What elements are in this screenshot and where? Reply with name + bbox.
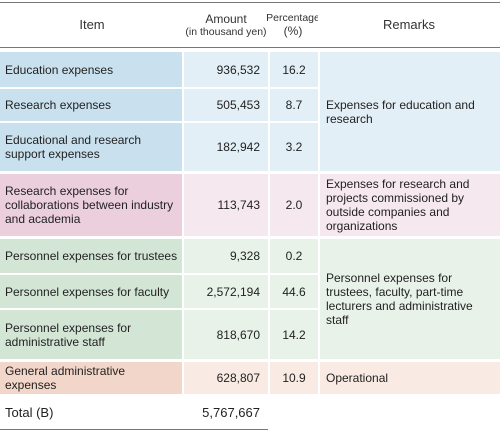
total-amount: 5,767,667 xyxy=(184,396,268,429)
table-row-percentage: 3.2 xyxy=(270,123,318,171)
table-row-percentage: 0.2 xyxy=(270,239,318,273)
header-remarks: Remarks xyxy=(318,3,500,47)
header-amount: Amount (in thousand yen) xyxy=(184,3,268,47)
table-row-item: Research expenses xyxy=(0,89,182,121)
table-row-amount: 2,572,194 xyxy=(184,275,268,308)
table-row-amount: 113,743 xyxy=(184,174,268,236)
table-row-item: Research expenses for collaborations bet… xyxy=(0,174,182,236)
table-row-item: Personnel expenses for faculty xyxy=(0,275,182,308)
header-bottom-border xyxy=(0,47,500,48)
table-row-item: Educational and research support expense… xyxy=(0,123,182,171)
header-percentage-unit: (%) xyxy=(283,24,303,38)
total-label: Total (B) xyxy=(0,396,182,429)
total-bottom-border xyxy=(0,429,268,430)
remarks-general: Operational xyxy=(320,362,500,394)
table-row-percentage: 2.0 xyxy=(270,174,318,236)
header-percentage-title: Percentage xyxy=(266,12,320,24)
table-row-amount: 936,532 xyxy=(184,52,268,87)
table-row-percentage: 44.6 xyxy=(270,275,318,308)
remarks-industry-academia: Expenses for research and projects commi… xyxy=(320,174,500,236)
table-row-item: Personnel expenses for administrative st… xyxy=(0,310,182,359)
table-top-border xyxy=(0,2,500,3)
table-row-amount: 182,942 xyxy=(184,123,268,171)
table-row-amount: 505,453 xyxy=(184,89,268,121)
table-row-percentage: 10.9 xyxy=(270,362,318,394)
table-row-percentage: 16.2 xyxy=(270,52,318,87)
header-amount-title: Amount xyxy=(205,12,247,26)
table-row-item: General administrative expenses xyxy=(0,362,182,394)
table-row-item: Personnel expenses for trustees xyxy=(0,239,182,273)
table-row-amount: 9,328 xyxy=(184,239,268,273)
table-row-item: Education expenses xyxy=(0,52,182,87)
table-row-amount: 818,670 xyxy=(184,310,268,359)
remarks-personnel: Personnel expenses for trustees, faculty… xyxy=(320,239,500,359)
table-row-percentage: 8.7 xyxy=(270,89,318,121)
table-row-percentage: 14.2 xyxy=(270,310,318,359)
remarks-education-research: Expenses for education and research xyxy=(320,52,500,171)
header-amount-unit: (in thousand yen) xyxy=(185,26,267,38)
table-row-amount: 628,807 xyxy=(184,362,268,394)
header-item: Item xyxy=(0,3,184,47)
header-percentage: Percentage (%) xyxy=(266,3,320,47)
